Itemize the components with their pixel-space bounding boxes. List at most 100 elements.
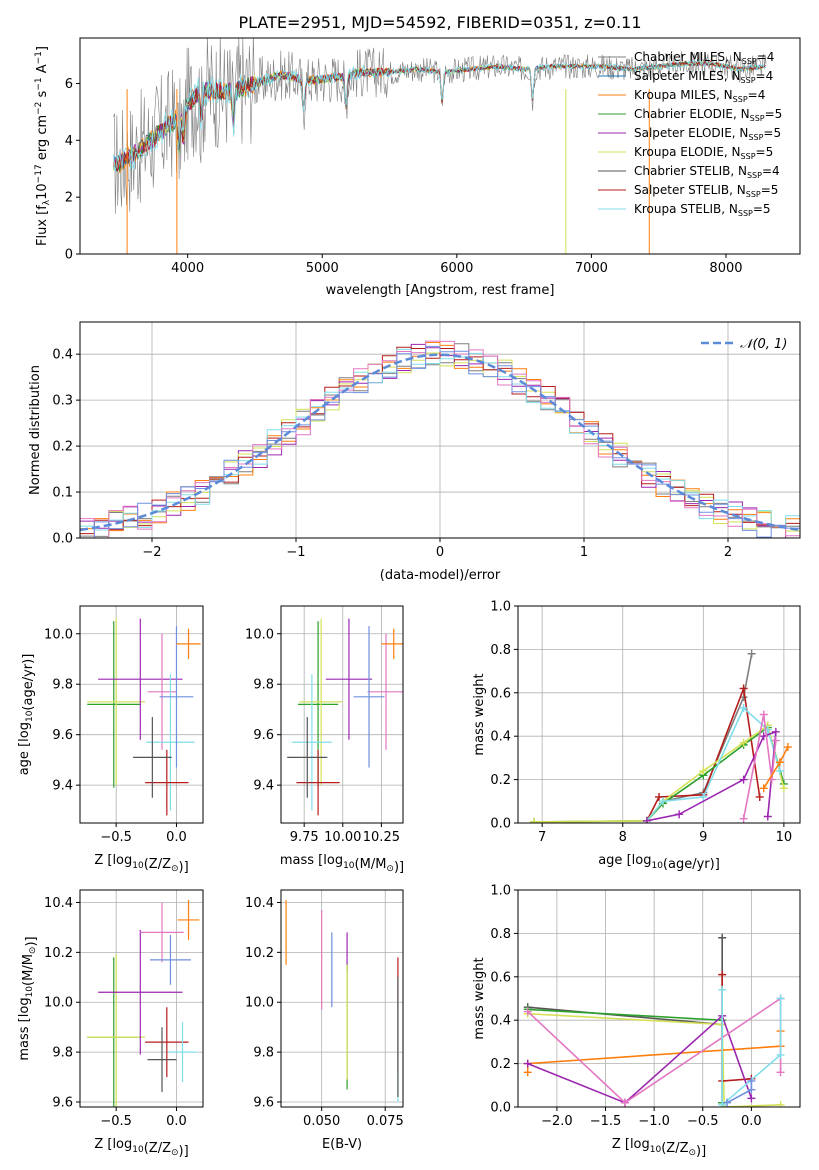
axes-z-mass: −0.5 0.0 9.6 9.8 10.0 10.2 10.4 — [44, 890, 203, 1129]
label-part: 10 — [35, 183, 50, 200]
y-tick-label: 9.8 — [253, 1046, 274, 1061]
y-tick-label: 0.8 — [490, 643, 511, 658]
x-axis-label: Z [log10(Z/Z⊙)] — [612, 1137, 706, 1159]
label-part: )] — [179, 1144, 189, 1159]
label-part: )] — [696, 1144, 706, 1159]
x-tick-label: 9.75 — [290, 830, 319, 845]
x-tick-label: −0.5 — [687, 1114, 719, 1129]
label-part: log — [112, 1137, 132, 1152]
weight-marker — [659, 797, 668, 806]
x-tick-label: −1.5 — [590, 1114, 622, 1129]
y-tick-label: 9.8 — [52, 1046, 73, 1061]
label-part: −1 — [34, 51, 44, 64]
y-tick-label: 9.6 — [253, 1096, 274, 1111]
axes-frame — [79, 889, 204, 1108]
axes-frame — [79, 321, 801, 539]
x-tick-label: −2 — [142, 545, 161, 560]
weight-marker — [655, 792, 663, 801]
y-tick-label: 0.3 — [52, 394, 73, 409]
y-tick-label: 0.4 — [490, 1014, 511, 1029]
legend-entry: Kroupa STELIB, NSSP=5 — [634, 202, 771, 218]
weight-marker — [771, 736, 780, 745]
label-part: (M/M — [355, 857, 387, 872]
weight-marker — [759, 784, 768, 793]
legend-part: Salpeter STELIB, N — [634, 183, 746, 197]
legend-part: Kroupa MILES, N — [634, 88, 733, 102]
y-tick-label: 1.0 — [490, 884, 511, 899]
gaussian-curve — [80, 353, 800, 532]
axes-ebv-mass: 0.050 0.075 9.6 9.8 10.0 10.2 10.4 — [245, 890, 404, 1129]
axes-frame — [280, 889, 404, 1108]
legend-part: =4 — [757, 50, 775, 64]
weight-series — [742, 714, 777, 819]
x-tick-label: 0.0 — [741, 1114, 762, 1129]
weight-marker — [739, 738, 748, 747]
weight-marker — [747, 649, 756, 658]
legend-part: =4 — [748, 88, 766, 102]
y-tick-label: 9.8 — [253, 678, 274, 693]
legend-part: Kroupa STELIB, N — [634, 202, 738, 216]
histogram-series — [80, 348, 800, 531]
axes-frame — [79, 37, 801, 255]
weight-marker — [530, 817, 539, 823]
label-part: )] — [179, 860, 189, 875]
weight-marker — [776, 994, 785, 1003]
legend-part: Kroupa ELODIE, N — [634, 145, 741, 159]
weight-marker — [739, 703, 748, 712]
label-part: Z [ — [612, 1137, 630, 1152]
legend-entry: Kroupa MILES, NSSP=4 — [634, 88, 765, 104]
label-part: (M/M — [21, 954, 36, 986]
errorbars-z-age — [87, 618, 201, 816]
weight-series — [527, 1014, 753, 1104]
legend-entry: Salpeter STELIB, NSSP=5 — [634, 183, 778, 199]
y-tick-label: 0.2 — [490, 773, 511, 788]
y-tick-label: 0.0 — [52, 532, 73, 547]
label-sub: ⊙ — [688, 1148, 696, 1158]
legend-entry: Salpeter ELODIE, NSSP=5 — [634, 126, 781, 142]
axes-spectrum: 4000 5000 6000 7000 8000 0 2 4 6 — [65, 77, 743, 276]
y-tick-label: 10.0 — [245, 996, 274, 1011]
y-tick-label: 4 — [65, 134, 73, 149]
weight-series — [646, 706, 781, 822]
x-tick-label: 0.0 — [166, 830, 187, 845]
x-tick-label: 2 — [724, 545, 732, 560]
weight-marker — [723, 1098, 732, 1107]
x-tick-label: 4000 — [171, 261, 204, 276]
weight-marker — [755, 792, 764, 801]
weight-marker — [620, 1098, 629, 1107]
label-part: −2 — [34, 102, 44, 115]
weight-series — [726, 1081, 753, 1104]
label-part: Z [ — [94, 1137, 112, 1152]
legend-entry: Chabrier STELIB, NSSP=4 — [634, 164, 780, 180]
y-tick-label: 10.4 — [44, 896, 73, 911]
label-part: erg cm — [35, 115, 50, 164]
weight-marker — [675, 810, 684, 819]
y-tick-label: 10.2 — [245, 946, 274, 961]
legend-sub: SSP — [747, 171, 762, 180]
weight-series — [527, 1012, 781, 1107]
weight-marker — [718, 933, 727, 942]
y-tick-label: 9.4 — [253, 779, 274, 794]
legend-entry: Kroupa ELODIE, NSSP=5 — [634, 145, 773, 161]
weight-marker — [776, 1050, 785, 1059]
histograms — [80, 340, 800, 538]
label-sub: ⊙ — [28, 947, 38, 955]
label-sub: 10 — [132, 861, 144, 871]
label-part: log — [17, 997, 32, 1017]
label-sub: 10 — [25, 986, 35, 998]
spectrum-series — [113, 59, 766, 172]
legend-entry: Chabrier ELODIE, NSSP=5 — [634, 107, 782, 123]
weight-marker — [523, 1007, 532, 1016]
label-sub: 10 — [343, 861, 355, 871]
legend-entry: Chabrier MILES, NSSP=4 — [634, 50, 774, 66]
weights-z-weight — [523, 933, 785, 1107]
legend-part: =4 — [756, 69, 774, 83]
label-part: ] — [35, 46, 50, 51]
figure-title: PLATE=2951, MJD=54592, FIBERID=0351, z=0… — [238, 13, 641, 32]
x-axis-label: (data-model)/error — [380, 568, 501, 583]
legend-part: =5 — [761, 183, 779, 197]
label-part: Flux [f — [35, 205, 50, 246]
label-part: log — [323, 853, 343, 868]
